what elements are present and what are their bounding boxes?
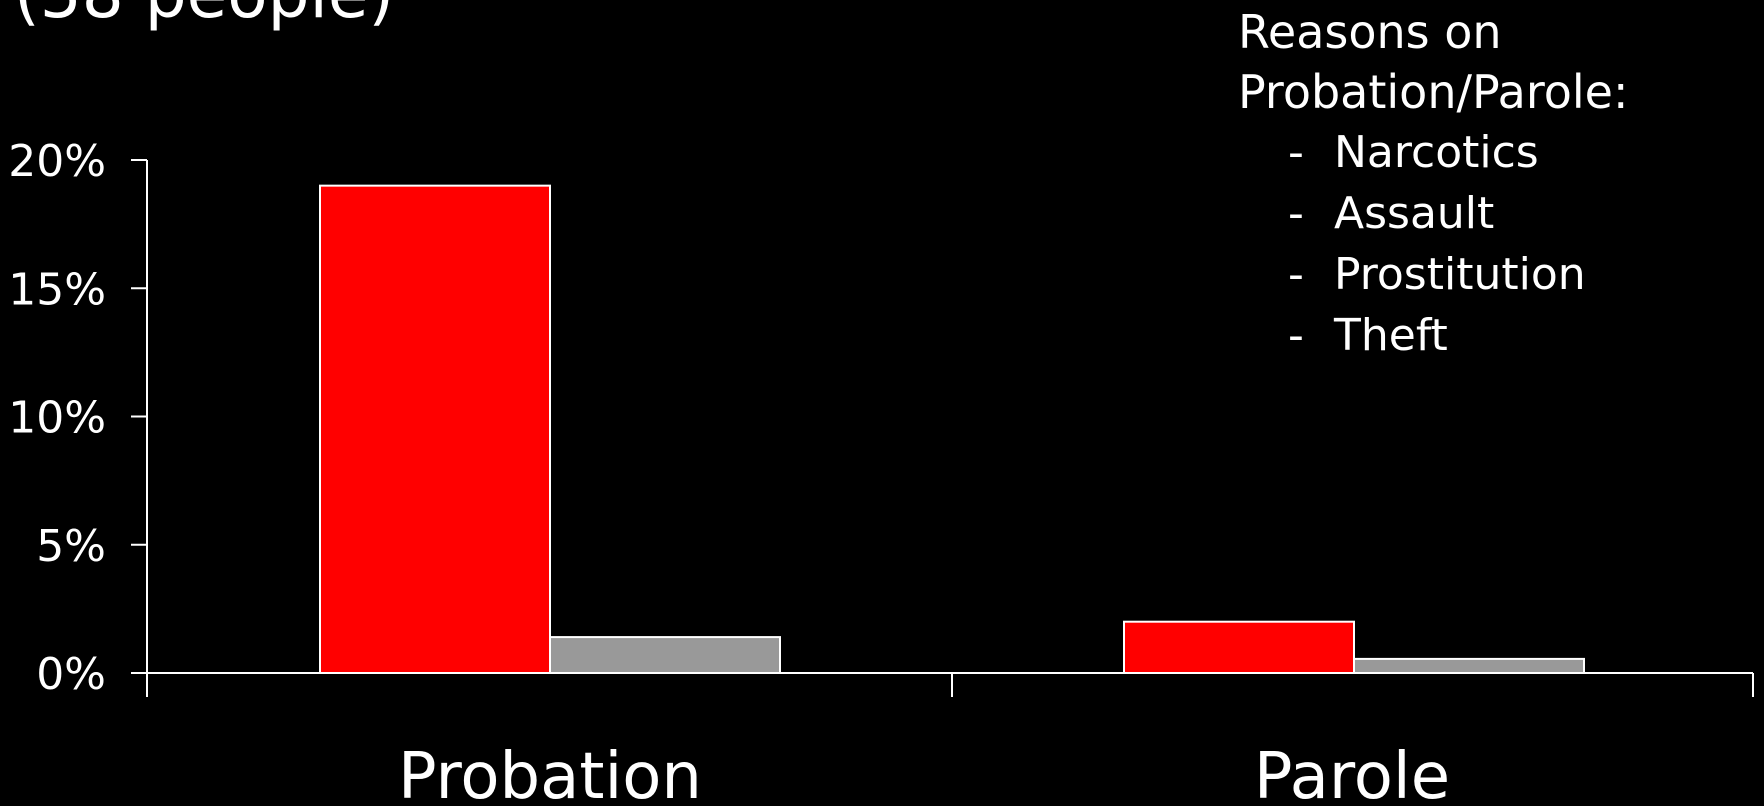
bar-parole-series-1 <box>1123 620 1355 675</box>
bar-parole-series-2 <box>1353 657 1585 675</box>
reasons-panel: Reasons on Probation/Parole: - Narcotics … <box>1238 2 1628 366</box>
labels-group: 0% 5% 10% 15% 20% Probation Parole <box>8 136 1450 806</box>
axes-group <box>131 159 1754 697</box>
bars-group <box>319 184 1585 675</box>
reasons-heading-line-1: Reasons on <box>1238 5 1502 59</box>
bullet-dash: - <box>1288 188 1304 239</box>
bar-probation-series-2 <box>549 636 781 675</box>
page-title: (58 people) <box>14 0 394 28</box>
reason-label: Narcotics <box>1334 127 1539 178</box>
reason-label: Assault <box>1334 188 1495 239</box>
x-category-label: Probation <box>398 740 702 806</box>
bullet-dash: - <box>1288 249 1304 300</box>
reason-label: Theft <box>1334 310 1448 361</box>
reason-item: - Assault <box>1238 183 1628 244</box>
bullet-dash: - <box>1288 127 1304 178</box>
x-category-label: Parole <box>1254 740 1450 806</box>
y-tick-label: 20% <box>8 136 106 187</box>
reasons-list: - Narcotics - Assault - Prostitution - Theft <box>1238 122 1628 366</box>
y-tick-label: 5% <box>36 521 106 572</box>
reason-item: - Prostitution <box>1238 244 1628 305</box>
y-tick-label: 10% <box>8 393 106 444</box>
reason-label: Prostitution <box>1334 249 1586 300</box>
bar-probation-series-1 <box>319 184 551 674</box>
bullet-dash: - <box>1288 310 1304 361</box>
reasons-heading-line-2: Probation/Parole: <box>1238 65 1629 119</box>
reason-item: - Theft <box>1238 305 1628 366</box>
reason-item: - Narcotics <box>1238 122 1628 183</box>
y-tick-label: 0% <box>36 649 106 700</box>
y-tick-label: 15% <box>8 264 106 315</box>
